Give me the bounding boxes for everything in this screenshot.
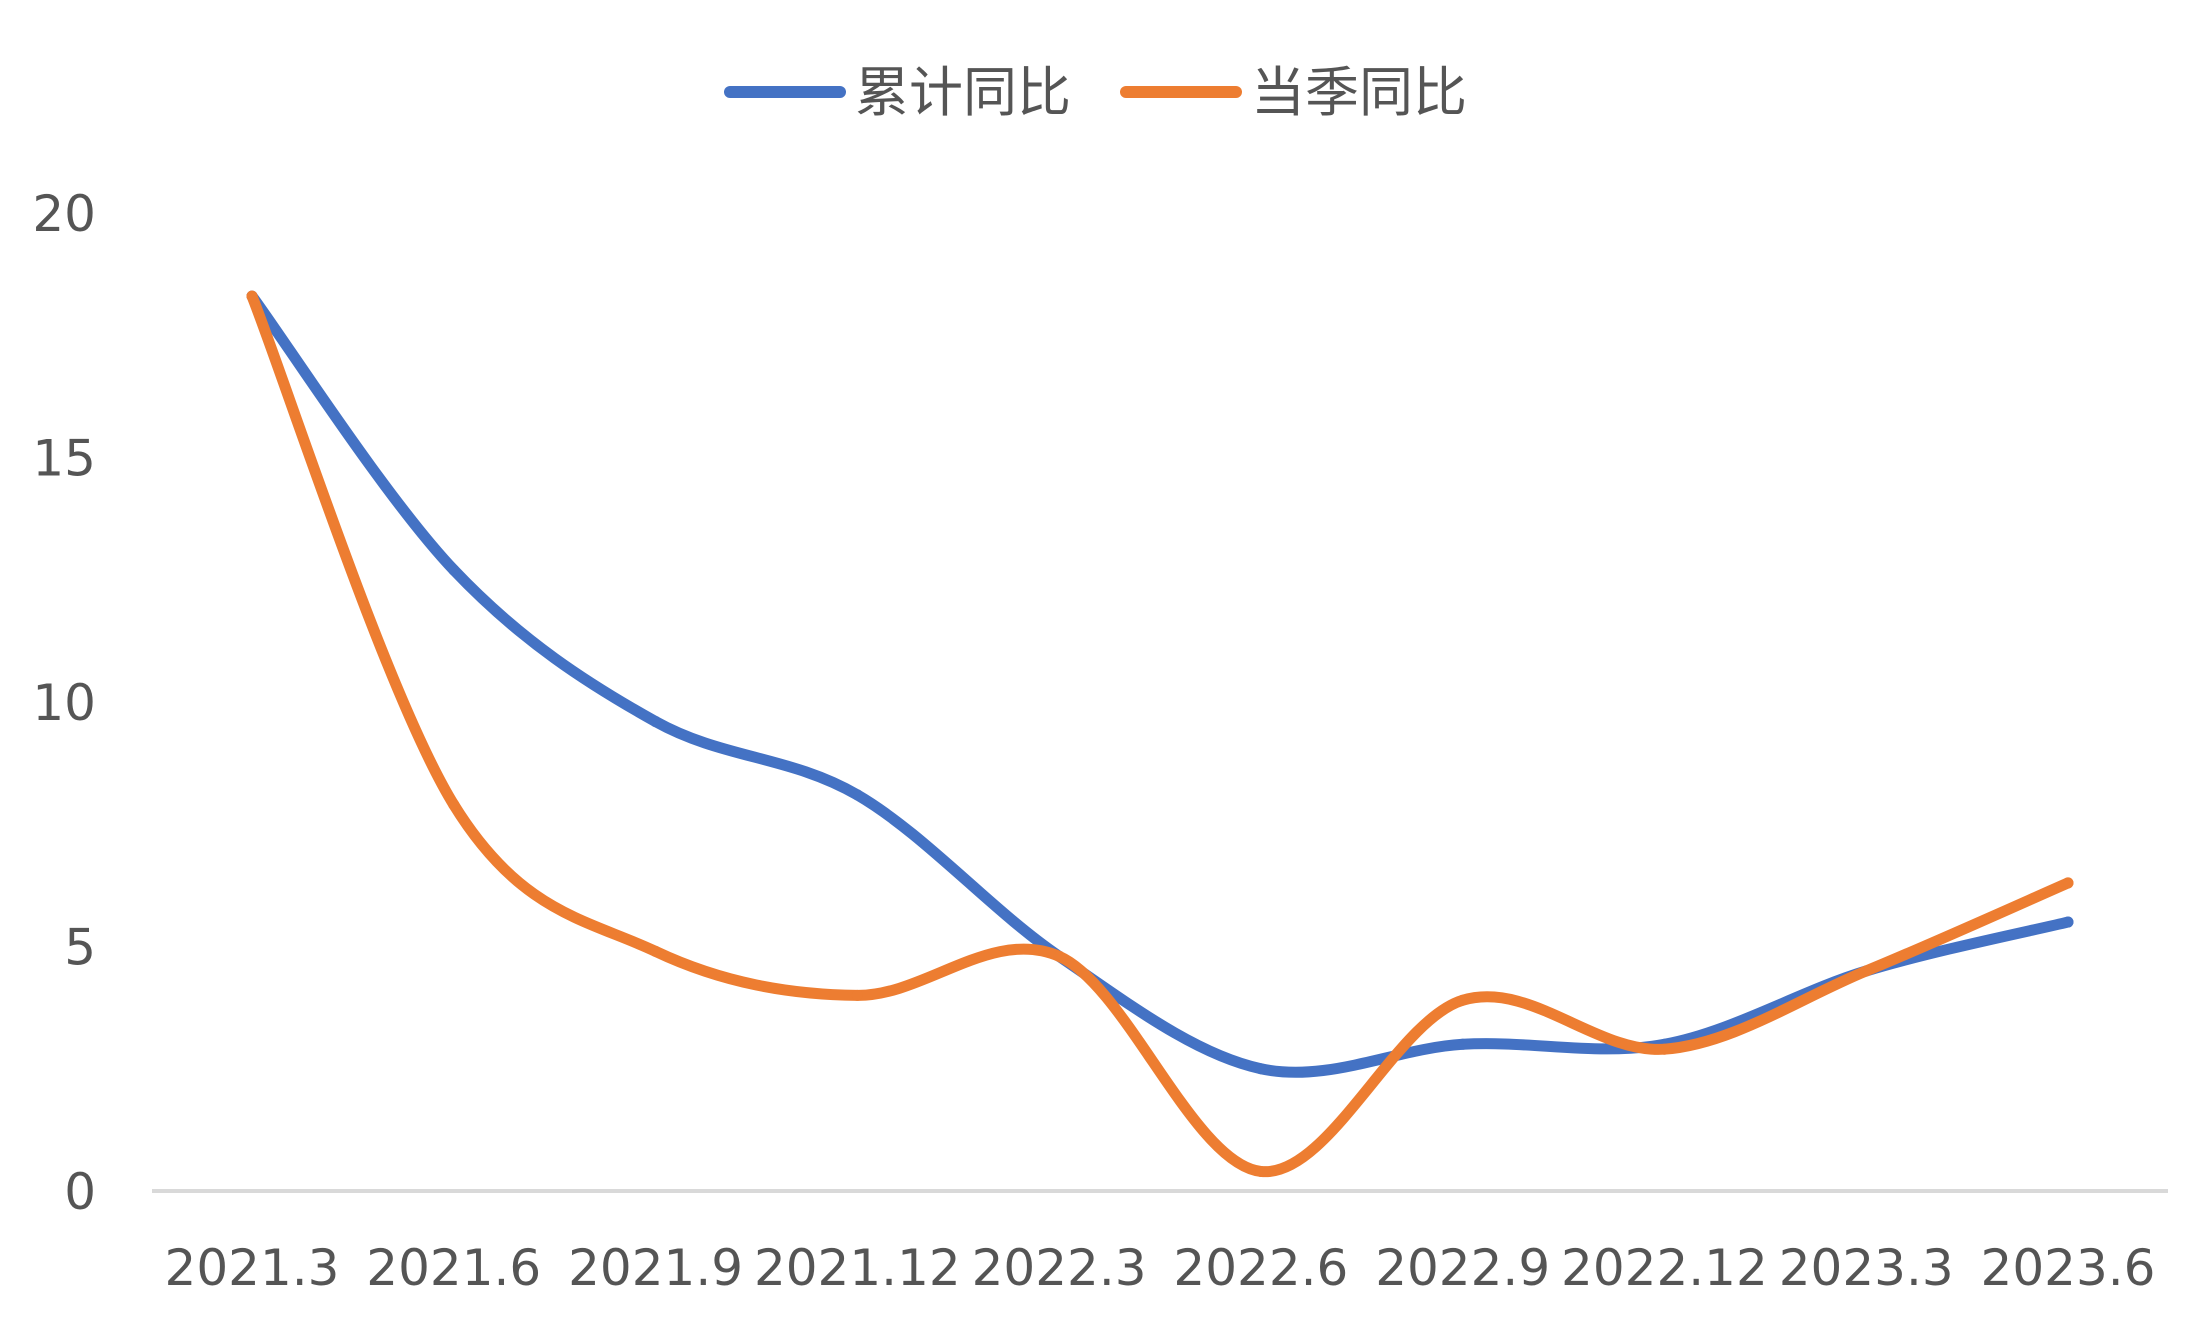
series-line-cumulative-point [650,716,662,728]
y-tick-label: 0 [64,1163,96,1221]
series-line-quarterly [246,290,2074,1177]
x-tick-label: 2021.3 [165,1239,340,1297]
series-line-quarterly-group [246,290,2074,1177]
series-line-quarterly-point [2062,877,2074,889]
y-axis: 0 5 10 15 20 [32,185,96,1221]
x-tick-label: 2023.6 [1981,1239,2156,1297]
series-line-quarterly-point [1860,965,1872,977]
y-tick-label: 10 [32,674,96,732]
legend-label-quarterly: 当季同比 [1251,61,1467,124]
legend-label-cumulative: 累计同比 [855,61,1071,124]
series-line-quarterly-point [1053,950,1065,962]
x-tick-label: 2022.9 [1375,1239,1550,1297]
series-line-cumulative-point [1457,1038,1469,1050]
x-tick-label: 2021.9 [568,1239,743,1297]
series-layer [246,290,2074,1177]
x-tick-label: 2021.12 [754,1239,961,1297]
x-axis: 2021.3 2021.6 2021.9 2021.12 2022.3 2022.6 202… [152,1189,2168,1297]
x-tick-label: 2023.3 [1779,1239,1954,1297]
series-line-cumulative-group [246,290,2074,1078]
x-tick-label: 2022.3 [972,1239,1147,1297]
y-tick-label: 20 [32,185,96,243]
series-line-quarterly-point [650,945,662,957]
y-tick-label: 15 [32,430,96,488]
x-tick-label: 2022.6 [1173,1239,1348,1297]
series-line-quarterly-point [448,799,460,811]
series-line-quarterly-point [1457,994,1469,1006]
series-line-quarterly-point [1658,1043,1670,1055]
series-line-quarterly-point [851,989,863,1001]
series-line-quarterly-point [1255,1165,1267,1177]
series-line-cumulative-point [1255,1063,1267,1075]
y-tick-label: 5 [64,919,96,977]
series-line-cumulative-point [448,564,460,576]
series-line-quarterly-point [246,290,258,302]
x-tick-label: 2021.6 [366,1239,541,1297]
x-tick-label: 2022.12 [1561,1239,1768,1297]
series-line-cumulative-point [851,789,863,801]
series-line-cumulative [246,290,2074,1078]
legend: 累计同比 当季同比 [724,61,1467,124]
series-line-cumulative-point [2062,916,2074,928]
